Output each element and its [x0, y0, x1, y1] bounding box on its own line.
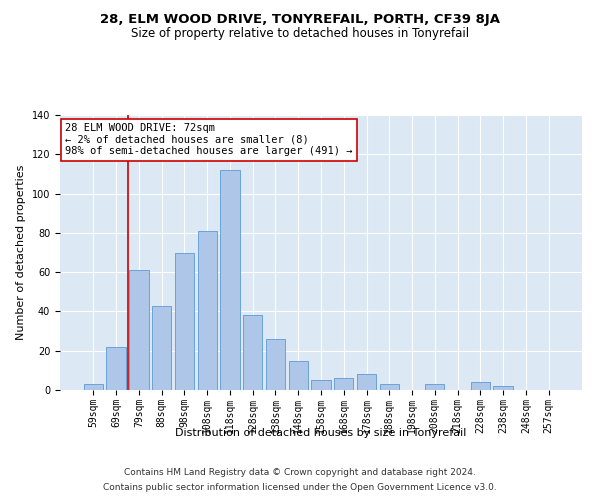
Text: Contains public sector information licensed under the Open Government Licence v3: Contains public sector information licen… [103, 483, 497, 492]
Bar [152, 306, 172, 390]
Bar [220, 170, 239, 390]
Bar [106, 347, 126, 390]
Bar [84, 384, 103, 390]
Y-axis label: Number of detached properties: Number of detached properties [16, 165, 26, 340]
Text: Distribution of detached houses by size in Tonyrefail: Distribution of detached houses by size … [175, 428, 467, 438]
Text: 28 ELM WOOD DRIVE: 72sqm
← 2% of detached houses are smaller (8)
98% of semi-det: 28 ELM WOOD DRIVE: 72sqm ← 2% of detache… [65, 123, 353, 156]
Bar [470, 382, 490, 390]
Bar [289, 360, 308, 390]
Bar [493, 386, 513, 390]
Bar [243, 316, 262, 390]
Bar [425, 384, 445, 390]
Text: 28, ELM WOOD DRIVE, TONYREFAIL, PORTH, CF39 8JA: 28, ELM WOOD DRIVE, TONYREFAIL, PORTH, C… [100, 12, 500, 26]
Bar [380, 384, 399, 390]
Bar [266, 339, 285, 390]
Text: Contains HM Land Registry data © Crown copyright and database right 2024.: Contains HM Land Registry data © Crown c… [124, 468, 476, 477]
Bar [197, 231, 217, 390]
Bar [175, 252, 194, 390]
Text: Size of property relative to detached houses in Tonyrefail: Size of property relative to detached ho… [131, 28, 469, 40]
Bar [129, 270, 149, 390]
Bar [311, 380, 331, 390]
Bar [334, 378, 353, 390]
Bar [357, 374, 376, 390]
